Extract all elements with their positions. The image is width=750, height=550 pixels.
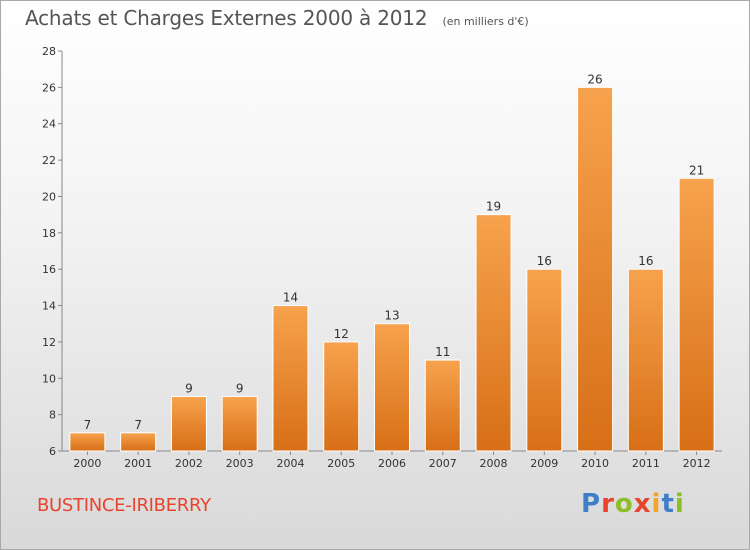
value-label: 9 (236, 381, 244, 395)
bar-2009 (526, 268, 563, 452)
y-tick-label: 10 (42, 372, 56, 385)
value-label: 12 (334, 327, 349, 341)
x-tick-label: 2000 (73, 457, 101, 470)
brand-letter: P (581, 489, 602, 519)
chart-unit: (en milliers d'€) (442, 15, 529, 28)
value-label: 7 (84, 418, 92, 432)
bar-2000 (69, 432, 106, 452)
bar-2006 (374, 323, 410, 452)
bar-2002 (170, 395, 207, 452)
value-label: 26 (587, 72, 602, 86)
bar-2004 (272, 305, 309, 452)
y-tick-label: 14 (42, 300, 56, 313)
x-tick-label: 2006 (378, 457, 406, 470)
bar-2010 (577, 86, 614, 452)
brand-letter: t (661, 489, 675, 519)
chart-header: Achats et Charges Externes 2000 à 2012 (… (25, 6, 529, 30)
value-label: 13 (384, 309, 399, 323)
bar-2003 (221, 395, 258, 452)
bar-2005 (323, 341, 360, 452)
y-tick-label: 28 (42, 45, 56, 58)
y-tick-label: 24 (42, 118, 56, 131)
bar-2012 (678, 177, 715, 452)
x-tick-label: 2005 (327, 457, 355, 470)
brand-logo: Proxiti (581, 489, 685, 519)
x-tick-label: 2008 (480, 457, 508, 470)
y-tick-label: 18 (42, 227, 56, 240)
brand-letter: o (614, 489, 634, 519)
value-label: 9 (185, 381, 193, 395)
brand-letter: i (674, 489, 685, 519)
x-tick-label: 2003 (226, 457, 254, 470)
y-tick-label: 6 (49, 445, 56, 458)
x-tick-label: 2002 (175, 457, 203, 470)
bar-2008 (475, 214, 512, 452)
chart-title: Achats et Charges Externes 2000 à 2012 (25, 6, 428, 30)
value-label: 19 (486, 200, 501, 214)
y-tick-label: 16 (42, 263, 56, 276)
value-label: 21 (689, 163, 704, 177)
x-tick-label: 2001 (124, 457, 152, 470)
bar-2011 (627, 268, 664, 452)
value-label: 16 (638, 254, 653, 268)
brand-letter: i (651, 489, 662, 519)
commune-name: BUSTINCE-IRIBERRY (37, 495, 211, 516)
value-label: 11 (435, 345, 450, 359)
brand-letter: x (633, 489, 652, 519)
y-tick-label: 8 (49, 409, 56, 422)
value-label: 14 (283, 291, 298, 305)
bar-2001 (120, 432, 157, 452)
value-label: 7 (134, 418, 142, 432)
chart-bars: 7 7 9 9 14 12 13 11 19 16 26 16 21 (69, 72, 715, 452)
bar-2007 (424, 359, 461, 452)
y-tick-label: 20 (42, 190, 56, 203)
x-tick-label: 2010 (581, 457, 609, 470)
value-label: 16 (537, 254, 552, 268)
x-tick-label: 2011 (632, 457, 660, 470)
x-tick-label: 2012 (683, 457, 711, 470)
x-tick-label: 2009 (530, 457, 558, 470)
y-tick-label: 22 (42, 154, 56, 167)
y-tick-label: 26 (42, 81, 56, 94)
x-tick-label: 2004 (276, 457, 304, 470)
chart-axes: 6 8 10 12 14 16 18 20 22 24 26 28 2000 2001 2002 2003 20… (42, 45, 722, 470)
brand-letter: r (601, 489, 615, 519)
y-tick-label: 12 (42, 336, 56, 349)
x-tick-label: 2007 (429, 457, 457, 470)
